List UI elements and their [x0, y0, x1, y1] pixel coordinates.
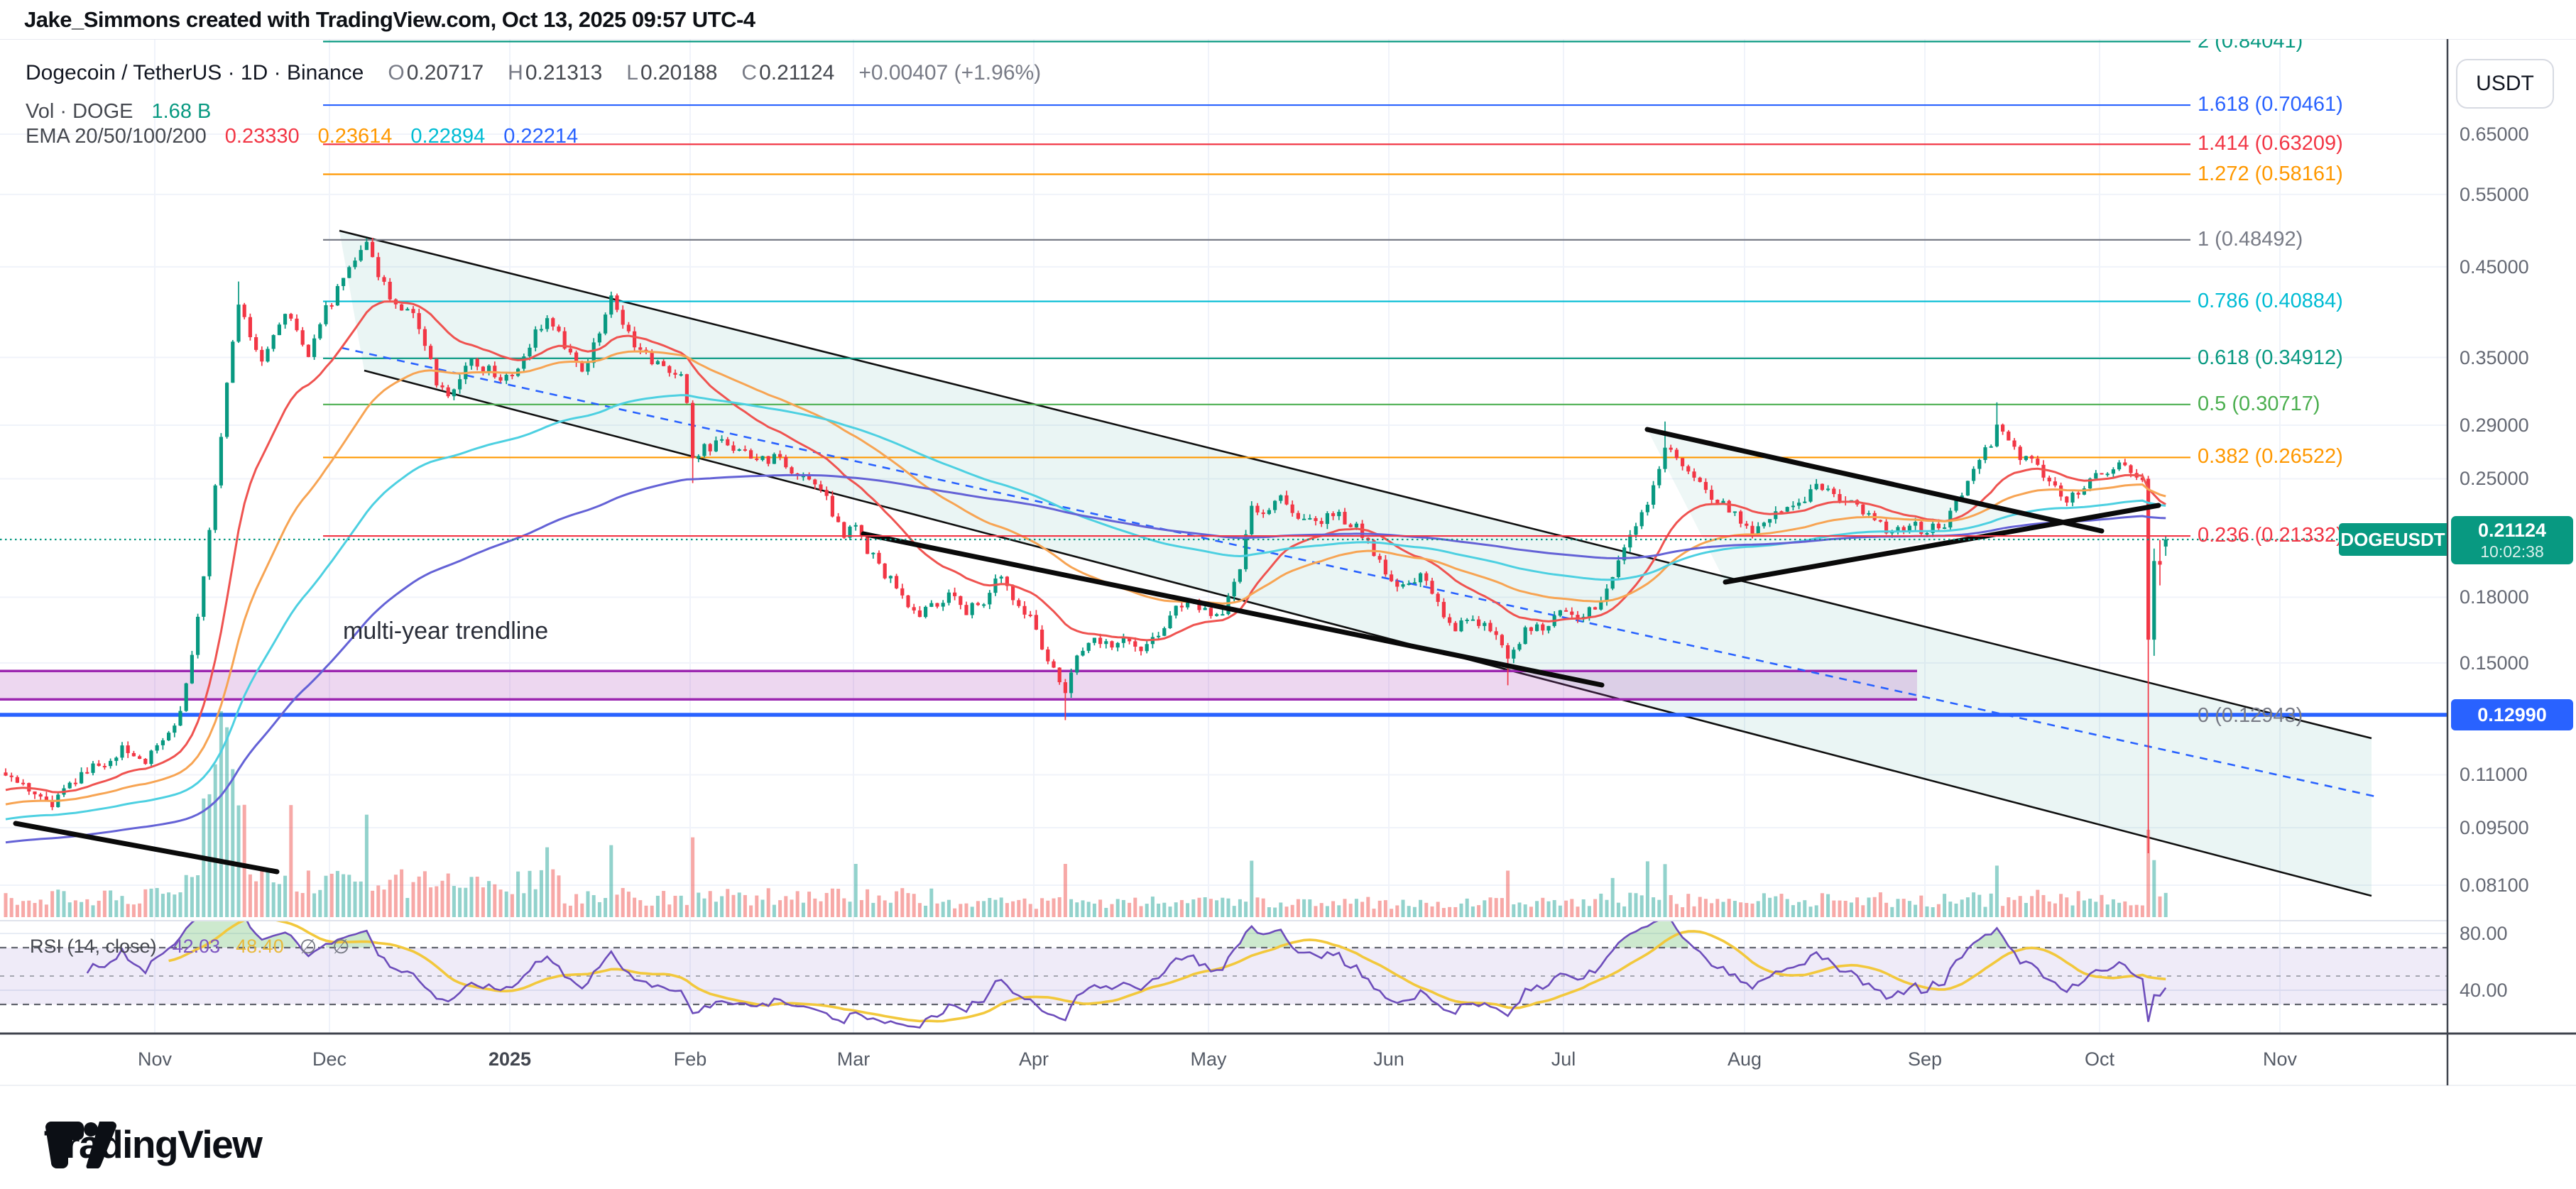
- rsi-values: 42.03 48.40: [173, 936, 284, 958]
- price-tick: 0.29000: [2460, 415, 2529, 437]
- gridlines: [0, 39, 2447, 1034]
- rsi-tick: 80.00: [2460, 923, 2508, 944]
- volume-label: Vol · DOGE: [26, 100, 133, 123]
- last-price-badge: 0.21124 10:02:38: [2451, 516, 2573, 564]
- ema-value: 0.23330: [224, 125, 300, 148]
- time-axis-label: Aug: [1727, 1048, 1762, 1070]
- attribution-text: Jake_Simmons created with TradingView.co…: [24, 7, 755, 32]
- ema-lines: [5, 300, 2166, 844]
- symbol-legend-row[interactable]: Dogecoin / TetherUS · 1D · Binance O 0.20…: [26, 61, 1041, 85]
- ema-value: 0.22894: [410, 125, 486, 148]
- rsi-label: RSI (14, close): [30, 936, 157, 957]
- ema-value: 0.23614: [317, 125, 393, 148]
- time-axis-label: Jun: [1373, 1048, 1404, 1070]
- tradingview-logo-icon: [45, 1122, 116, 1168]
- trendline-annotation: multi-year trendline: [343, 618, 549, 645]
- rsi-tick: 40.00: [2460, 980, 2508, 1001]
- volume-legend-row[interactable]: Vol · DOGE 1.68 B: [26, 100, 211, 124]
- fib-level-label-0.786: 0.786 (0.40884): [2198, 289, 2343, 312]
- time-axis-label: Oct: [2084, 1048, 2115, 1070]
- price-tick: 0.25000: [2460, 468, 2529, 490]
- price-tick: 0.15000: [2460, 652, 2529, 674]
- last-price-value: 0.21124: [2477, 520, 2547, 541]
- fib-level-label-1: 1 (0.48492): [2198, 227, 2303, 251]
- time-axis-label: Sep: [1907, 1048, 1943, 1070]
- rsi-pane: [0, 921, 2447, 1029]
- rsi-legend-row[interactable]: RSI (14, close) 42.03 48.40 ∅ ∅: [30, 935, 350, 958]
- change-value: +0.00407 (+1.96%): [858, 61, 1042, 84]
- price-tick: 0.08100: [2460, 874, 2529, 896]
- price-tick: 0.55000: [2460, 183, 2529, 205]
- fib-level-label-1.414: 1.414 (0.63209): [2198, 132, 2343, 155]
- price-tick: 0.45000: [2460, 256, 2529, 278]
- time-axis-label: Mar: [836, 1048, 871, 1070]
- ohlc-close: C 0.21124: [741, 61, 835, 84]
- ema-legend-row[interactable]: EMA 20/50/100/200 0.23330 0.23614 0.22894 0…: [26, 125, 578, 148]
- volume-histogram: [4, 711, 2168, 917]
- price-tick: 0.09500: [2460, 816, 2529, 838]
- fib-level-label-0.382: 0.382 (0.26522): [2198, 445, 2343, 469]
- fib-level-label-0.618: 0.618 (0.34912): [2198, 346, 2343, 369]
- hidden-value-icon: ∅: [332, 936, 350, 958]
- symbol-title[interactable]: Dogecoin / TetherUS · 1D · Binance: [26, 61, 364, 84]
- ohlc-open: O 0.20717: [388, 61, 484, 84]
- hidden-value-icon: ∅: [299, 936, 317, 958]
- attribution-strip: Jake_Simmons created with TradingView.co…: [0, 0, 2576, 39]
- time-axis-label: Nov: [2262, 1048, 2298, 1070]
- ema-values: 0.23330 0.23614 0.22894 0.22214: [225, 125, 578, 148]
- time-axis-label: Jul: [1551, 1048, 1576, 1070]
- fib-level-label-0.236: 0.236 (0.21332): [2198, 524, 2343, 547]
- fib-level-label-1.618: 1.618 (0.70461): [2198, 93, 2343, 116]
- symbol-price-label-badge: DOGEUSDT: [2339, 523, 2447, 556]
- currency-toggle-button[interactable]: USDT: [2456, 59, 2554, 109]
- ohlc-high: H 0.21313: [508, 61, 603, 84]
- rsi-value: 42.03: [172, 936, 221, 957]
- price-tick: 0.18000: [2460, 586, 2529, 608]
- time-axis-label: Nov: [137, 1048, 173, 1070]
- bar-countdown: 10:02:38: [2480, 542, 2544, 561]
- horizontal-line-price-badge: 0.12990: [2451, 699, 2573, 730]
- time-axis-label: May: [1190, 1048, 1227, 1070]
- rsi-value: 48.40: [236, 936, 284, 957]
- fib-level-label-0: 0 (0.12943): [2198, 703, 2303, 727]
- time-axis-label: 2025: [488, 1048, 532, 1070]
- time-axis-label: Apr: [1018, 1048, 1049, 1070]
- price-tick: 0.11000: [2460, 764, 2528, 786]
- ema-label: EMA 20/50/100/200: [26, 125, 207, 148]
- price-tick: 0.65000: [2460, 124, 2529, 146]
- tradingview-logo[interactable]: TradingView: [44, 1122, 263, 1168]
- time-axis-label: Feb: [673, 1048, 707, 1070]
- fib-level-label-0.5: 0.5 (0.30717): [2198, 392, 2320, 415]
- volume-value: 1.68 B: [151, 100, 212, 123]
- fib-level-label-1.272: 1.272 (0.58161): [2198, 162, 2343, 185]
- ohlc-low: L 0.20188: [626, 61, 718, 84]
- price-tick: 0.35000: [2460, 346, 2529, 368]
- time-axis-label: Dec: [312, 1048, 347, 1070]
- trendline-drawings: [13, 427, 2161, 875]
- ema-value: 0.22214: [503, 125, 579, 148]
